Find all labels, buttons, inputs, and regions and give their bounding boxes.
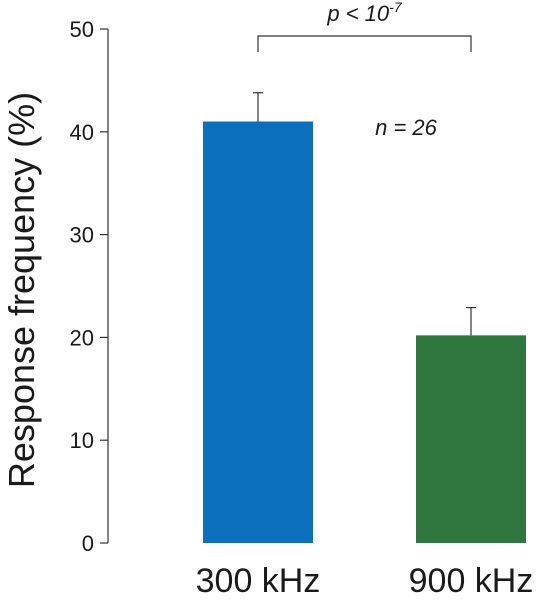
x-category-label-1: 900 kHz	[409, 562, 534, 600]
y-tick-label-10: 10	[70, 428, 94, 453]
x-category-labels: 300 kHz 900 kHz	[196, 562, 534, 600]
y-ticks: 0 10 20 30 40 50	[70, 17, 108, 556]
significance-bracket: p < 10-7	[257, 0, 472, 52]
y-tick-label-30: 30	[70, 223, 94, 248]
significance-label-base: p < 10	[326, 1, 390, 26]
x-category-label-0: 300 kHz	[196, 562, 321, 600]
y-axis: 0 10 20 30 40 50	[70, 17, 109, 556]
significance-bracket-line	[257, 35, 472, 52]
y-tick-label-0: 0	[82, 531, 94, 556]
bars	[203, 121, 526, 544]
bar-1	[416, 335, 526, 543]
y-tick-label-50: 50	[70, 17, 94, 42]
y-tick-label-40: 40	[70, 120, 94, 145]
error-bars	[253, 92, 476, 336]
sample-size-label: n = 26	[375, 115, 438, 140]
bar-0	[203, 121, 313, 544]
significance-label: p < 10-7	[326, 0, 402, 26]
y-tick-label-20: 20	[70, 325, 94, 350]
significance-label-exponent: -7	[389, 0, 403, 15]
y-axis-title: Response frequency (%)	[1, 92, 42, 488]
